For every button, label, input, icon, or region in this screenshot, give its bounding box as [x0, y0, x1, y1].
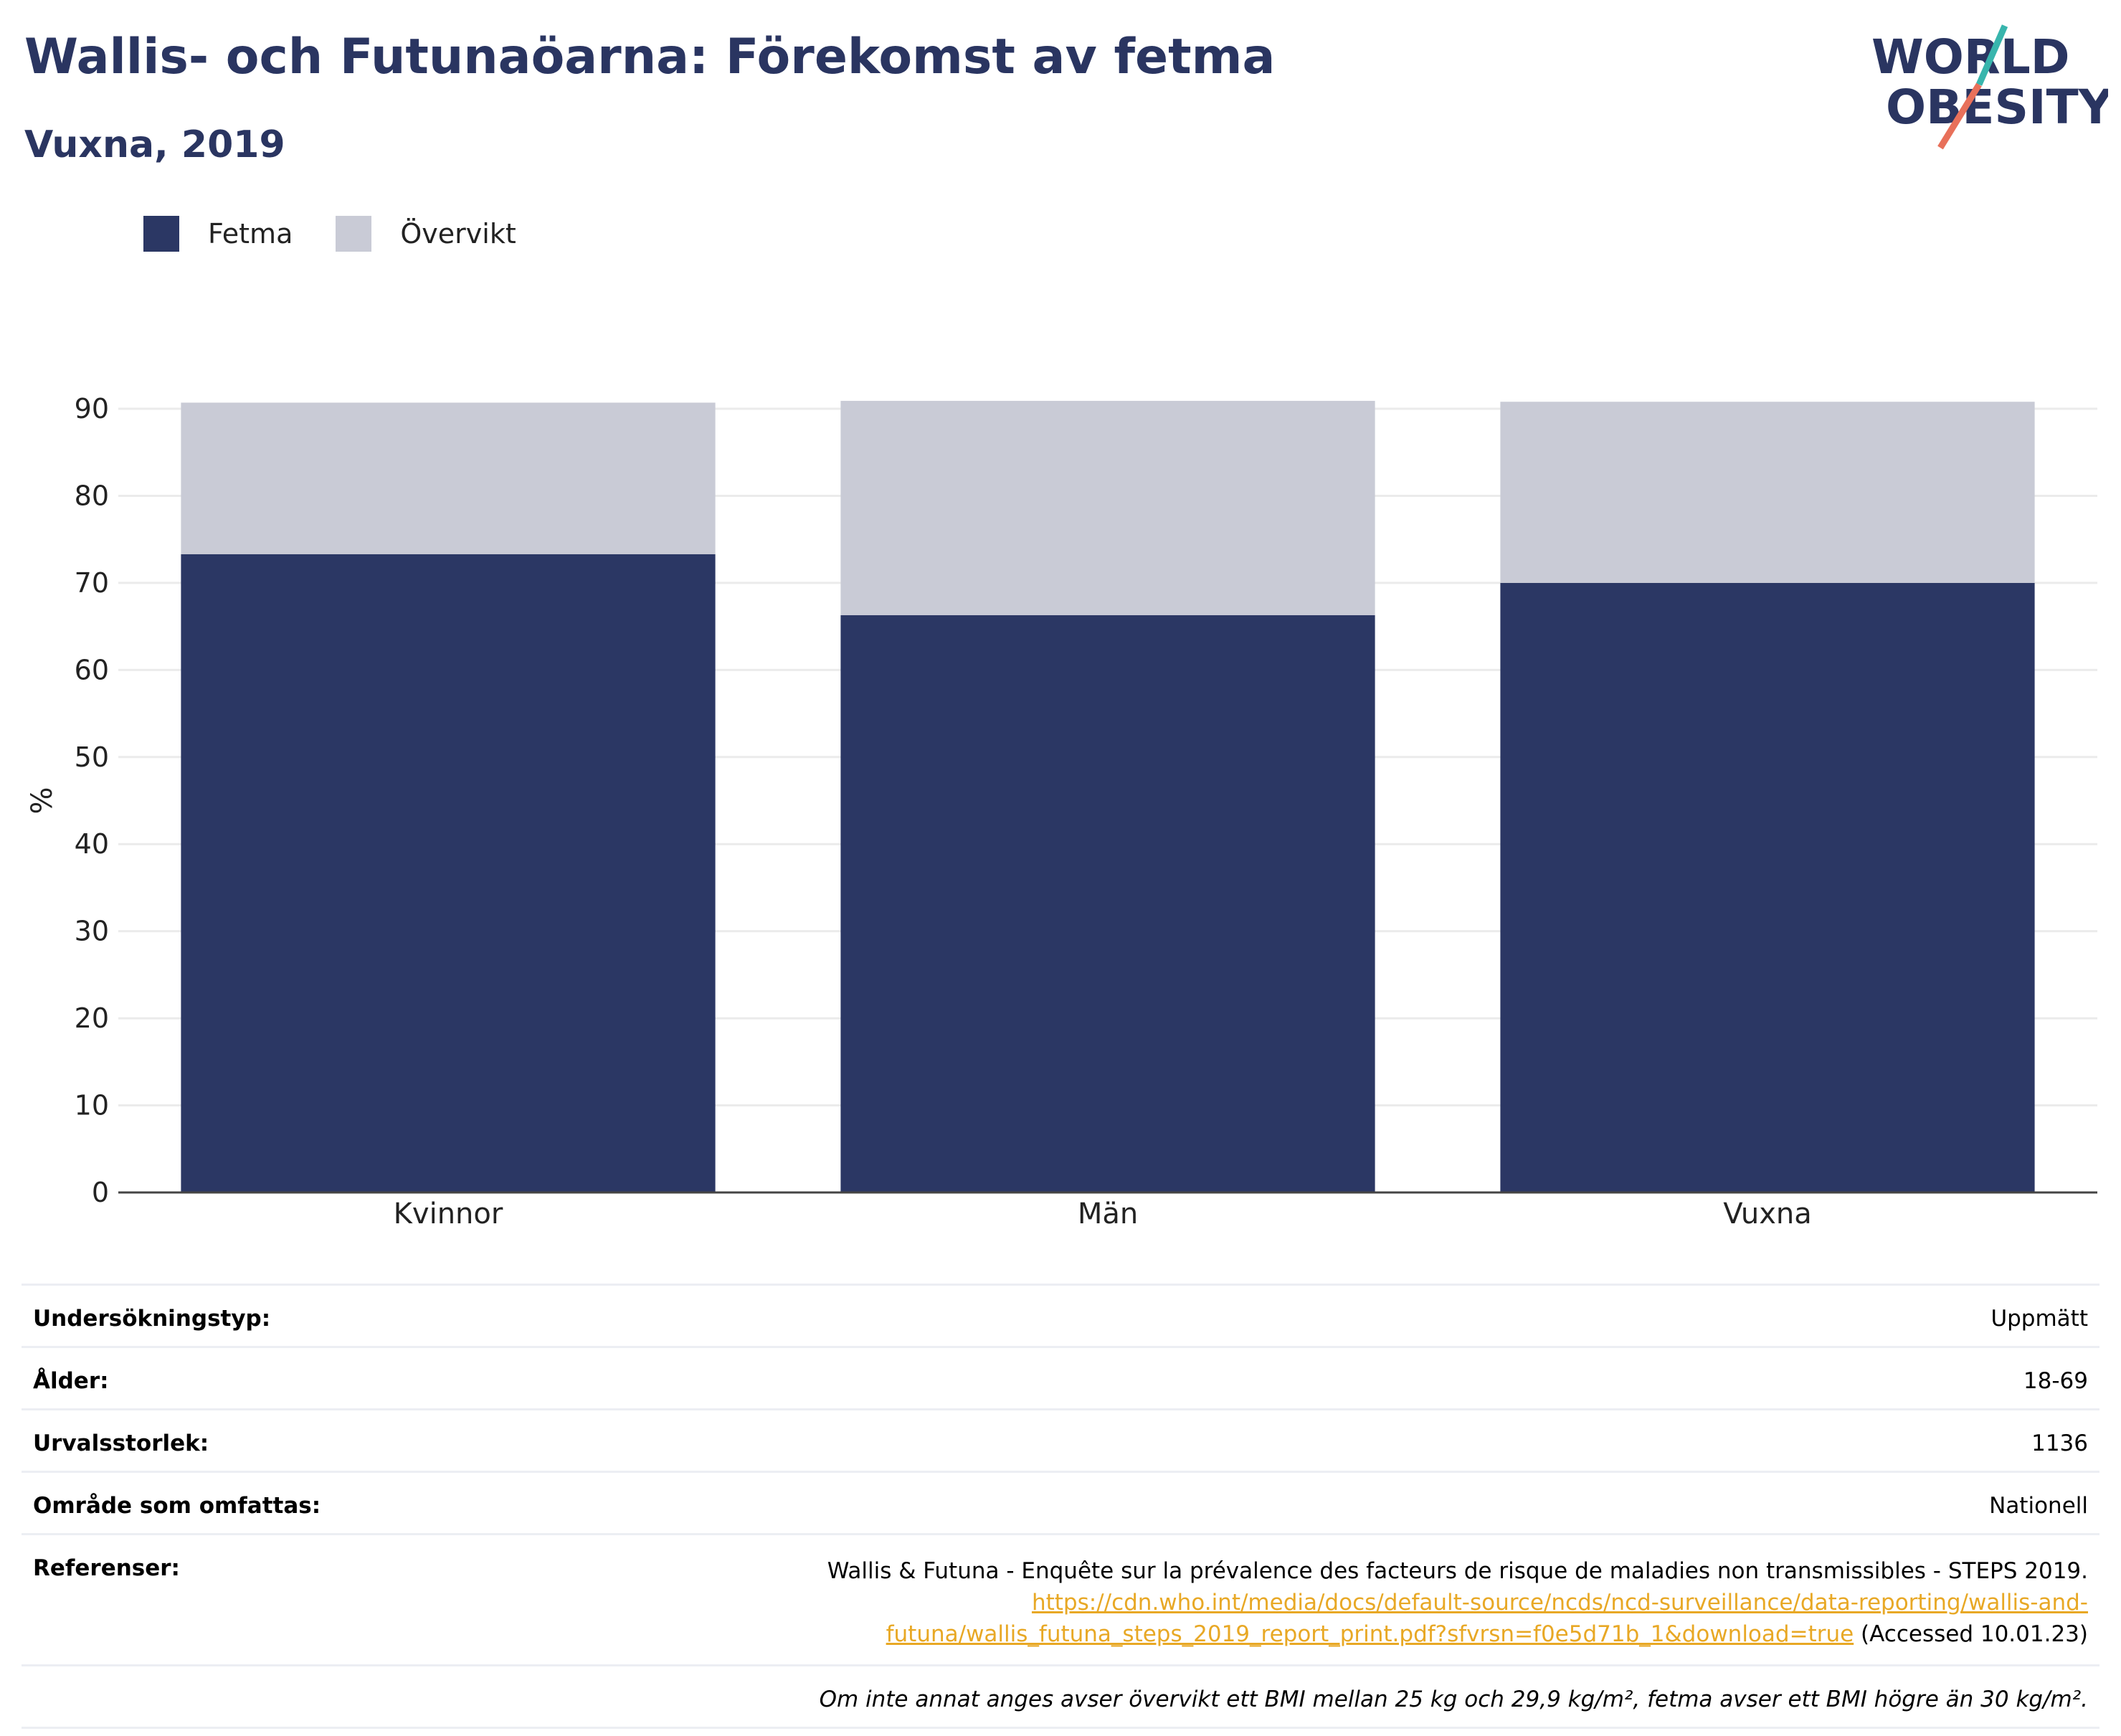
info-value: Nationell	[1989, 1493, 2088, 1519]
bmi-note: Om inte annat anges avser övervikt ett B…	[819, 1687, 2088, 1712]
legend-swatch-overvikt	[336, 216, 372, 252]
info-row-survey-type: Undersökningstyp: Uppmätt	[22, 1284, 2099, 1346]
reference-link-line1[interactable]: https://cdn.who.int/media/docs/default-s…	[1031, 1590, 2088, 1616]
bar-fetma-kvinnor	[181, 554, 716, 1192]
y-tick-label: 20	[75, 1002, 109, 1034]
logo-line2: OBESITY	[1886, 80, 2108, 135]
y-tick-label: 90	[75, 393, 109, 424]
world-obesity-logo: WORLD OBESITY	[1871, 24, 2108, 150]
bar-fetma-m-n	[840, 615, 1375, 1192]
info-label: Urvalsstorlek:	[33, 1431, 209, 1456]
stacked-bar-chart: 0 10 20 30 40 50 60 70 80 90% Kvinnor Män Vuxna	[26, 393, 2097, 1230]
bar--vervikt-vuxna	[1500, 402, 2035, 583]
x-tick-label: Vuxna	[1723, 1197, 1812, 1230]
chart-legend: Fetma Övervikt	[143, 212, 559, 255]
y-tick-label: 50	[75, 741, 109, 773]
x-tick-label: Män	[1078, 1197, 1138, 1230]
info-value: Uppmätt	[1990, 1306, 2088, 1332]
reference-accessed: (Accessed 10.01.23)	[1861, 1621, 2088, 1647]
y-tick-label: 60	[75, 654, 109, 686]
x-tick-label: Kvinnor	[394, 1197, 503, 1230]
page-subtitle: Vuxna, 2019	[24, 123, 285, 166]
reference-title: Wallis & Futuna - Enquête sur la prévale…	[827, 1558, 2088, 1584]
bar-fetma-vuxna	[1500, 582, 2035, 1192]
reference-link-line2[interactable]: futuna/wallis_futuna_steps_2019_report_p…	[886, 1621, 1854, 1647]
info-row-age: Ålder: 18-69	[22, 1346, 2099, 1408]
info-label: Ålder:	[33, 1368, 109, 1394]
logo-slash-teal	[1975, 24, 2008, 86]
info-label: Område som omfattas:	[33, 1493, 321, 1519]
y-axis-title: %	[26, 787, 59, 814]
info-row-sample-size: Urvalsstorlek: 1136	[22, 1408, 2099, 1471]
info-value: 18-69	[2023, 1368, 2088, 1394]
y-tick-label: 0	[92, 1177, 109, 1208]
survey-info-table: Undersökningstyp: Uppmätt Ålder: 18-69 U…	[22, 1284, 2099, 1729]
legend-item-overvikt: Övervikt	[336, 216, 516, 252]
page-title: Wallis- och Futunaöarna: Förekomst av fe…	[24, 29, 1276, 85]
info-row-references: Referenser: Wallis & Futuna - Enquête su…	[22, 1533, 2099, 1664]
info-value: 1136	[2031, 1431, 2088, 1456]
legend-swatch-fetma	[143, 216, 179, 252]
y-tick-label: 10	[75, 1090, 109, 1121]
y-tick-label: 70	[75, 567, 109, 599]
y-tick-label: 40	[75, 828, 109, 860]
info-label: Undersökningstyp:	[33, 1306, 271, 1332]
legend-item-fetma: Fetma	[143, 216, 293, 252]
legend-label-overvikt: Övervikt	[400, 218, 516, 250]
bar--vervikt-kvinnor	[181, 402, 716, 554]
legend-label-fetma: Fetma	[208, 218, 293, 250]
info-row-area: Område som omfattas: Nationell	[22, 1471, 2099, 1533]
logo-line1: WORLD	[1871, 29, 2070, 85]
bar--vervikt-m-n	[840, 401, 1375, 615]
y-tick-label: 30	[75, 916, 109, 947]
info-row-note: Om inte annat anges avser övervikt ett B…	[22, 1664, 2099, 1729]
y-tick-label: 80	[75, 480, 109, 511]
logo-slash-red	[1937, 82, 1982, 150]
info-label: Referenser:	[33, 1555, 180, 1581]
references-text: Wallis & Futuna - Enquête sur la prévale…	[827, 1555, 2088, 1650]
